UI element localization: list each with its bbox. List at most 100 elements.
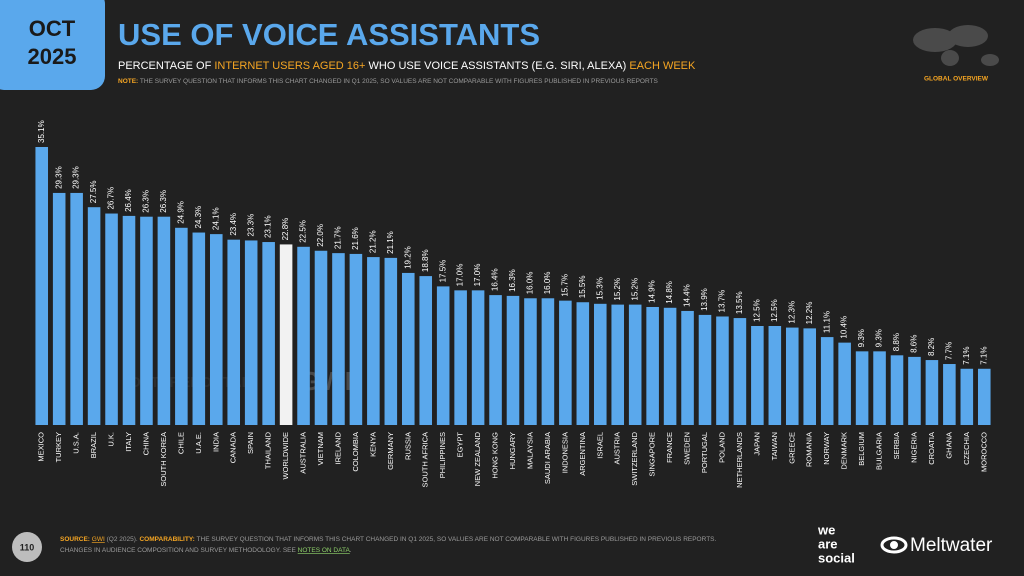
subtitle-part: WHO USE VOICE ASSISTANTS (E.G. SIRI, ALE… <box>365 60 629 72</box>
value-label: 19.2% <box>403 246 412 269</box>
value-label: 21.2% <box>368 230 377 253</box>
value-label: 23.3% <box>246 214 255 237</box>
footer-line: SOURCE: GWI (Q2 2025). COMPARABILITY: TH… <box>60 536 716 543</box>
value-label: 23.4% <box>229 213 238 236</box>
x-tick-label: NETHERLANDS <box>735 432 744 488</box>
bar <box>70 192 83 425</box>
x-tick-label: CROATIA <box>927 432 936 465</box>
bar <box>87 207 101 425</box>
x-tick-label: KENYA <box>368 432 377 457</box>
bar <box>436 286 450 425</box>
x-tick-label: SWITZERLAND <box>630 431 639 485</box>
value-label: 8.2% <box>927 338 936 356</box>
x-tick-label: BELGIUM <box>857 432 866 466</box>
bar <box>646 306 659 425</box>
value-label: 21.1% <box>386 231 395 254</box>
bar <box>52 192 66 425</box>
value-label: 12.5% <box>770 299 779 322</box>
x-tick-label: PORTUGAL <box>700 432 709 473</box>
value-label: 13.5% <box>735 291 744 314</box>
bar <box>314 250 328 425</box>
x-tick-label: POLAND <box>717 431 726 462</box>
x-tick-label: NIGERIA <box>909 432 918 463</box>
x-tick-label: TAIWAN <box>770 432 779 460</box>
bar <box>855 351 869 425</box>
value-label: 14.9% <box>648 280 657 303</box>
source-link[interactable]: GWI <box>92 536 105 543</box>
x-tick-label: RUSSIA <box>403 432 412 460</box>
value-label: 10.4% <box>840 316 849 339</box>
bar <box>262 242 275 425</box>
x-tick-label: ITALY <box>124 432 133 452</box>
bar <box>768 325 782 425</box>
value-label: 18.8% <box>421 249 430 272</box>
value-label: 17.0% <box>456 264 465 287</box>
bar <box>332 253 345 425</box>
bar <box>349 253 363 425</box>
x-tick-label: NEW ZEALAND <box>473 431 482 486</box>
logo-text: we <box>817 522 835 537</box>
bar <box>593 303 607 425</box>
source-text: (Q2 2025). <box>105 536 140 543</box>
x-tick-label: FRANCE <box>665 432 674 463</box>
page-circle <box>12 532 42 562</box>
bar <box>838 342 851 425</box>
x-tick-label: SPAIN <box>246 432 255 454</box>
bar <box>977 368 991 425</box>
value-label: 24.9% <box>176 201 185 224</box>
x-tick-label: CANADA <box>229 432 238 463</box>
x-tick-label: THAILAND <box>264 431 273 469</box>
x-tick-label: SINGAPORE <box>648 432 657 477</box>
bar <box>122 215 136 425</box>
x-tick-label: SOUTH AFRICA <box>421 432 430 487</box>
value-label: 7.1% <box>962 347 971 365</box>
bar <box>820 337 834 425</box>
x-tick-label: U.K. <box>107 432 116 447</box>
date-month: OCT <box>29 16 76 41</box>
date-box <box>0 0 105 90</box>
bar <box>890 355 904 425</box>
x-tick-label: SAUDI ARABIA <box>543 432 552 484</box>
value-label: 14.4% <box>683 284 692 307</box>
bar <box>716 316 729 425</box>
bar <box>419 276 433 425</box>
value-label: 14.8% <box>665 281 674 304</box>
comparability-text: THE SURVEY QUESTION THAT INFORMS THIS CH… <box>195 536 717 543</box>
footer-text: . <box>350 547 352 554</box>
value-label: 22.5% <box>299 220 308 243</box>
x-tick-label: NORWAY <box>822 432 831 465</box>
notes-link[interactable]: NOTES ON DATA <box>298 547 351 554</box>
x-tick-label: COLOMBIA <box>351 432 360 472</box>
value-label: 12.2% <box>805 302 814 325</box>
bar <box>454 290 467 425</box>
value-label: 9.3% <box>875 329 884 347</box>
x-tick-label: CHINA <box>141 432 150 455</box>
bar <box>489 295 502 425</box>
x-tick-label: ISRAEL <box>595 432 604 459</box>
x-tick-label: INDONESIA <box>560 432 569 473</box>
value-label: 29.3% <box>54 166 63 189</box>
date-year: 2025 <box>28 44 77 69</box>
bar <box>960 368 974 425</box>
bar <box>384 257 398 425</box>
watermark: GWI. <box>300 366 359 396</box>
x-tick-label: GHANA <box>944 432 953 459</box>
x-tick-label: MOROCCO <box>979 432 988 472</box>
bar <box>576 302 590 425</box>
bar <box>751 325 764 425</box>
value-label: 26.3% <box>159 190 168 213</box>
value-label: 24.1% <box>211 207 220 230</box>
value-label: 17.5% <box>438 260 447 283</box>
x-tick-label: IRELAND <box>333 431 342 464</box>
value-label: 7.1% <box>979 347 988 365</box>
source-label: SOURCE: <box>60 536 90 543</box>
bar <box>244 240 258 425</box>
value-label: 17.0% <box>473 264 482 287</box>
x-tick-label: MEXICO <box>37 432 46 462</box>
x-tick-label: EGYPT <box>456 432 465 458</box>
x-tick-label: PHILIPPINES <box>438 432 447 478</box>
x-tick-label: BRAZIL <box>89 432 98 458</box>
bar <box>471 290 485 425</box>
bar <box>524 298 537 425</box>
